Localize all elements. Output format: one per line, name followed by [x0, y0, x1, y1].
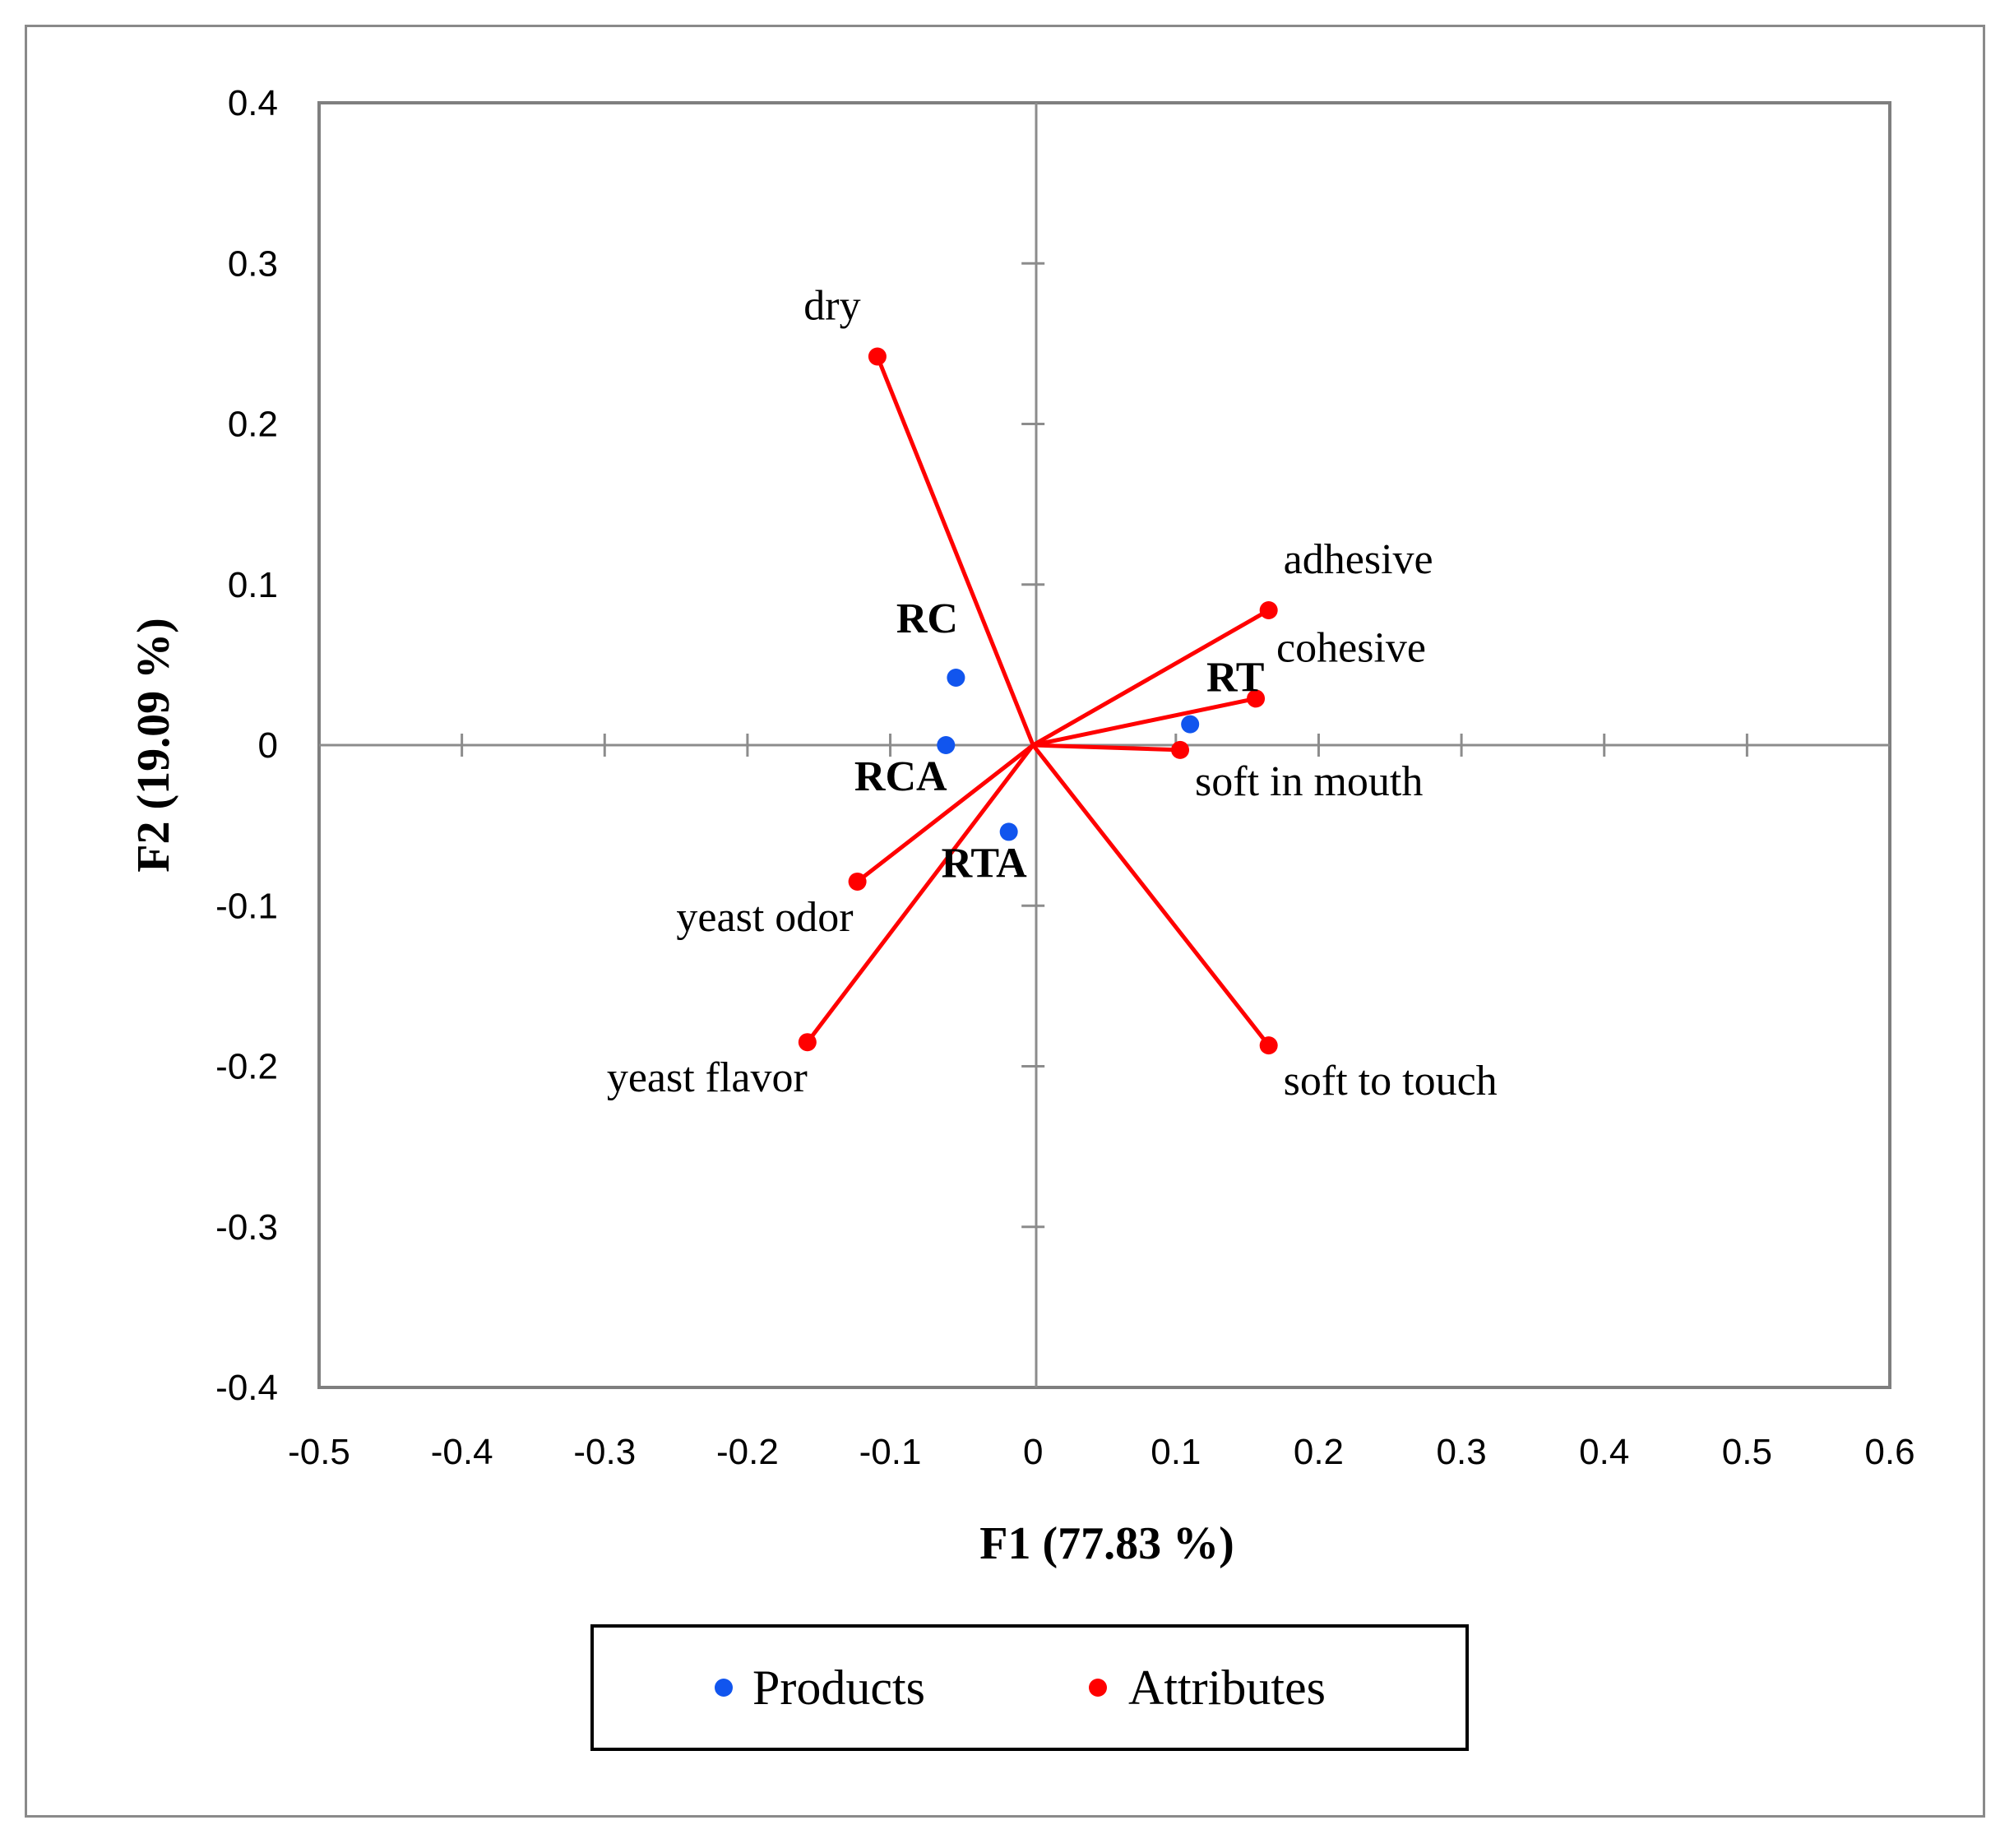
vector-yeast-flavor	[805, 743, 1035, 1044]
y-tick-label: -0.3	[215, 1207, 278, 1248]
x-tick-label: -0.2	[716, 1432, 779, 1472]
point-cohesive	[1247, 689, 1266, 708]
point-soft-in-mouth	[1171, 740, 1190, 759]
label-yeast-flavor: yeast flavor	[607, 1054, 808, 1101]
y-tick-labels: 0.4 0.3 0.2 0.1 0 -0.1 -0.2 -0.3 -0.4	[215, 83, 278, 1408]
label-soft-in-mouth: soft in mouth	[1195, 758, 1423, 805]
y-tick-label: 0.2	[228, 405, 278, 445]
point-dry	[868, 347, 887, 366]
y-axis-title: F2 (19.09 %)	[128, 618, 179, 873]
y-tick-label: -0.1	[215, 886, 278, 926]
x-tick-label: 0.6	[1864, 1432, 1914, 1472]
legend-box	[590, 1624, 1469, 1751]
label-dry: dry	[803, 282, 860, 329]
point-rt	[1181, 715, 1200, 734]
attribute-vectors	[805, 355, 1271, 1047]
x-tick-label: -0.4	[431, 1432, 493, 1472]
x-tick-labels: -0.5 -0.4 -0.3 -0.2 -0.1 0 0.1 0.2 0.3 0.4 0.5 0.6	[288, 1432, 1915, 1472]
x-tick-label: -0.1	[859, 1432, 922, 1472]
x-tick-label: -0.3	[573, 1432, 636, 1472]
point-yeast-flavor	[798, 1033, 817, 1052]
y-tick-label: 0.1	[228, 565, 278, 605]
y-tick-label: 0	[258, 725, 278, 766]
label-adhesive: adhesive	[1284, 536, 1433, 583]
vector-cohesive	[1032, 696, 1257, 748]
data-points	[798, 347, 1278, 1055]
x-tick-label: 0.3	[1437, 1432, 1487, 1472]
point-yeast-odor	[848, 872, 867, 891]
x-tick-label: 0.4	[1579, 1432, 1629, 1472]
y-tick-label: -0.2	[215, 1047, 278, 1087]
x-tick-label: 0.5	[1722, 1432, 1772, 1472]
point-soft-to-touch	[1259, 1036, 1278, 1055]
label-soft-to-touch: soft to touch	[1284, 1058, 1498, 1105]
x-tick-label: 0.1	[1151, 1432, 1201, 1472]
x-axis-title: F1 (77.83 %)	[979, 1518, 1234, 1569]
legend: Products Attributes	[590, 1624, 1469, 1751]
x-tick-label: 0	[1023, 1432, 1043, 1472]
point-rta	[999, 822, 1018, 841]
y-tick-marks	[1021, 262, 1045, 1229]
x-tick-label: -0.5	[288, 1432, 350, 1472]
vector-soft-in-mouth	[1033, 743, 1181, 753]
y-tick-label: -0.4	[215, 1368, 278, 1408]
legend-products-marker	[715, 1679, 733, 1697]
label-rca: RCA	[854, 753, 947, 800]
label-rc: RC	[896, 595, 958, 642]
label-cohesive: cohesive	[1276, 624, 1426, 671]
legend-attributes-marker	[1089, 1679, 1107, 1697]
legend-products-label: Products	[752, 1660, 925, 1715]
vector-soft-to-touch	[1031, 743, 1271, 1047]
label-rta: RTA	[942, 840, 1028, 887]
y-tick-label: 0.4	[228, 83, 278, 123]
x-tick-marks	[461, 734, 1748, 757]
y-tick-label: 0.3	[228, 243, 278, 284]
point-rc	[947, 668, 965, 687]
point-rca	[937, 736, 956, 754]
label-rt: RT	[1206, 655, 1264, 702]
legend-attributes-label: Attributes	[1128, 1660, 1326, 1715]
point-labels: RC RCA RT RTA dry adhesive cohesive soft in mou…	[607, 282, 1498, 1105]
point-adhesive	[1259, 600, 1278, 619]
vector-yeast-odor	[856, 743, 1035, 883]
label-yeast-odor: yeast odor	[676, 894, 853, 941]
x-tick-label: 0.2	[1294, 1432, 1344, 1472]
vector-dry	[875, 355, 1035, 746]
vector-adhesive	[1031, 608, 1270, 748]
